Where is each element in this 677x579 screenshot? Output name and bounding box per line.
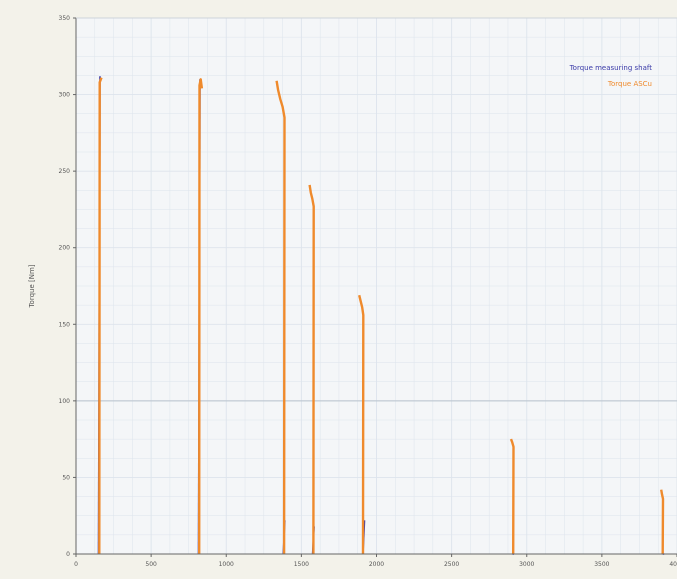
x-tick-label: 3000 (519, 561, 534, 568)
x-tick-label: 1000 (219, 561, 234, 568)
x-tick-label: 2500 (444, 561, 459, 568)
grid-lines (75, 17, 677, 555)
legend-entry-torque-ascu: Torque ASCu (607, 80, 652, 88)
y-tick-label: 100 (59, 398, 71, 405)
x-tick-label: 4000 (669, 561, 677, 568)
series-line-segment (358, 294, 365, 555)
y-tick-label: 50 (62, 474, 70, 481)
y-tick-label: 300 (59, 92, 71, 99)
y-tick-labels: 0 50 100 150 200 250 300 350 (59, 15, 71, 558)
y-tick-label: 0 (66, 551, 70, 558)
series-1 (98, 77, 665, 555)
series-line-segment (308, 184, 315, 555)
legend-entry-torque-measuring-shaft: Torque measuring shaft (569, 64, 653, 72)
axes (73, 17, 677, 557)
series-line-segment (275, 80, 286, 555)
series-line-segment (509, 438, 515, 555)
x-tick-label: 3500 (594, 561, 609, 568)
legend: Torque measuring shaft Torque ASCu (569, 64, 653, 88)
x-tick-labels: 0 500 1000 1500 2000 2500 3000 3500 4000 (74, 561, 677, 568)
y-tick-label: 250 (59, 168, 71, 175)
x-tick-label: 2000 (369, 561, 384, 568)
x-tick-label: 500 (145, 561, 157, 568)
y-tick-label: 150 (59, 321, 71, 328)
y-tick-label: 350 (59, 15, 71, 22)
y-tick-label: 200 (59, 245, 71, 252)
x-tick-label: 0 (74, 561, 78, 568)
series-lines (97, 76, 665, 555)
series-line-segment (660, 489, 665, 555)
x-tick-label: 1500 (294, 561, 309, 568)
y-axis-title: Torque [Nm] (28, 264, 36, 308)
series-line-segment (197, 78, 204, 555)
series-line-segment (98, 77, 103, 555)
